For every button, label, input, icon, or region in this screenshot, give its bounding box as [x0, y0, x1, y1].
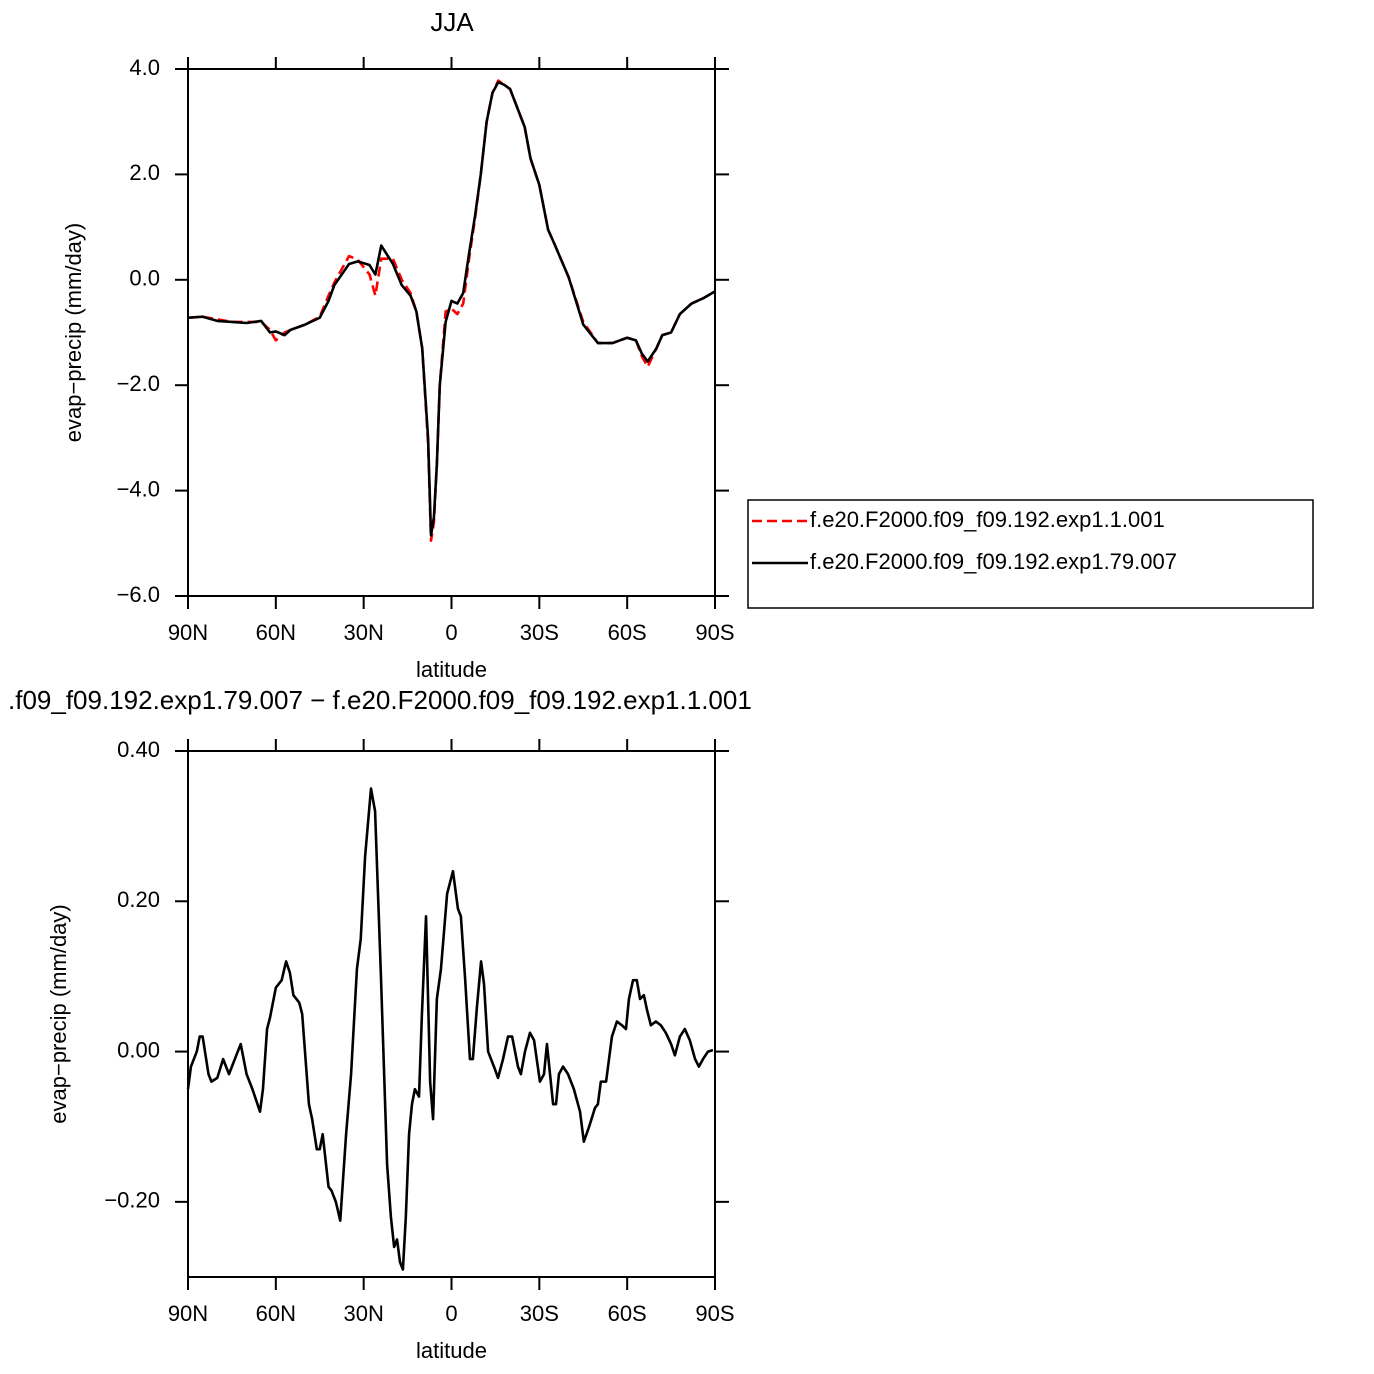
chart-title: .f09_f09.192.exp1.79.007 − f.e20.F2000.f…: [8, 685, 752, 715]
x-tick-label: 90N: [168, 1301, 208, 1326]
chart-title: JJA: [430, 7, 474, 37]
plot-frame: [187, 750, 716, 1278]
y-tick-label: −6.0: [117, 582, 160, 607]
y-tick-label: 2.0: [129, 160, 160, 185]
y-tick-label: −0.20: [104, 1188, 160, 1213]
x-tick-label: 30S: [520, 620, 559, 645]
x-tick-label: 30N: [343, 620, 383, 645]
y-tick-label: −4.0: [117, 476, 160, 501]
y-tick-label: 0.40: [117, 737, 160, 762]
y-tick-label: 0.0: [129, 266, 160, 291]
plot-frame: [187, 68, 716, 597]
data-line: [186, 787, 714, 1271]
x-tick-label: 90N: [168, 620, 208, 645]
y-tick-label: −2.0: [117, 371, 160, 396]
x-axis-label: latitude: [416, 1338, 487, 1363]
y-tick-label: 0.20: [117, 887, 160, 912]
y-tick-label: 4.0: [129, 55, 160, 80]
x-tick-label: 60S: [608, 620, 647, 645]
x-tick-label: 0: [445, 620, 457, 645]
x-tick-label: 0: [445, 1301, 457, 1326]
x-tick-label: 60N: [256, 1301, 296, 1326]
y-axis-label: evap−precip (mm/day): [46, 904, 71, 1123]
x-tick-label: 30N: [343, 1301, 383, 1326]
x-tick-label: 60N: [256, 620, 296, 645]
legend-box: [747, 499, 1314, 609]
data-line: [187, 80, 716, 537]
legend-label: f.e20.F2000.f09_f09.192.exp1.1.001: [810, 507, 1165, 532]
x-axis-label: latitude: [416, 657, 487, 682]
y-tick-label: 0.00: [117, 1037, 160, 1062]
x-tick-label: 60S: [608, 1301, 647, 1326]
x-tick-label: 90S: [695, 1301, 734, 1326]
x-tick-label: 90S: [695, 620, 734, 645]
legend-label: f.e20.F2000.f09_f09.192.exp1.79.007: [810, 549, 1177, 574]
data-line: [187, 79, 716, 542]
x-tick-label: 30S: [520, 1301, 559, 1326]
y-axis-label: evap−precip (mm/day): [61, 223, 86, 442]
